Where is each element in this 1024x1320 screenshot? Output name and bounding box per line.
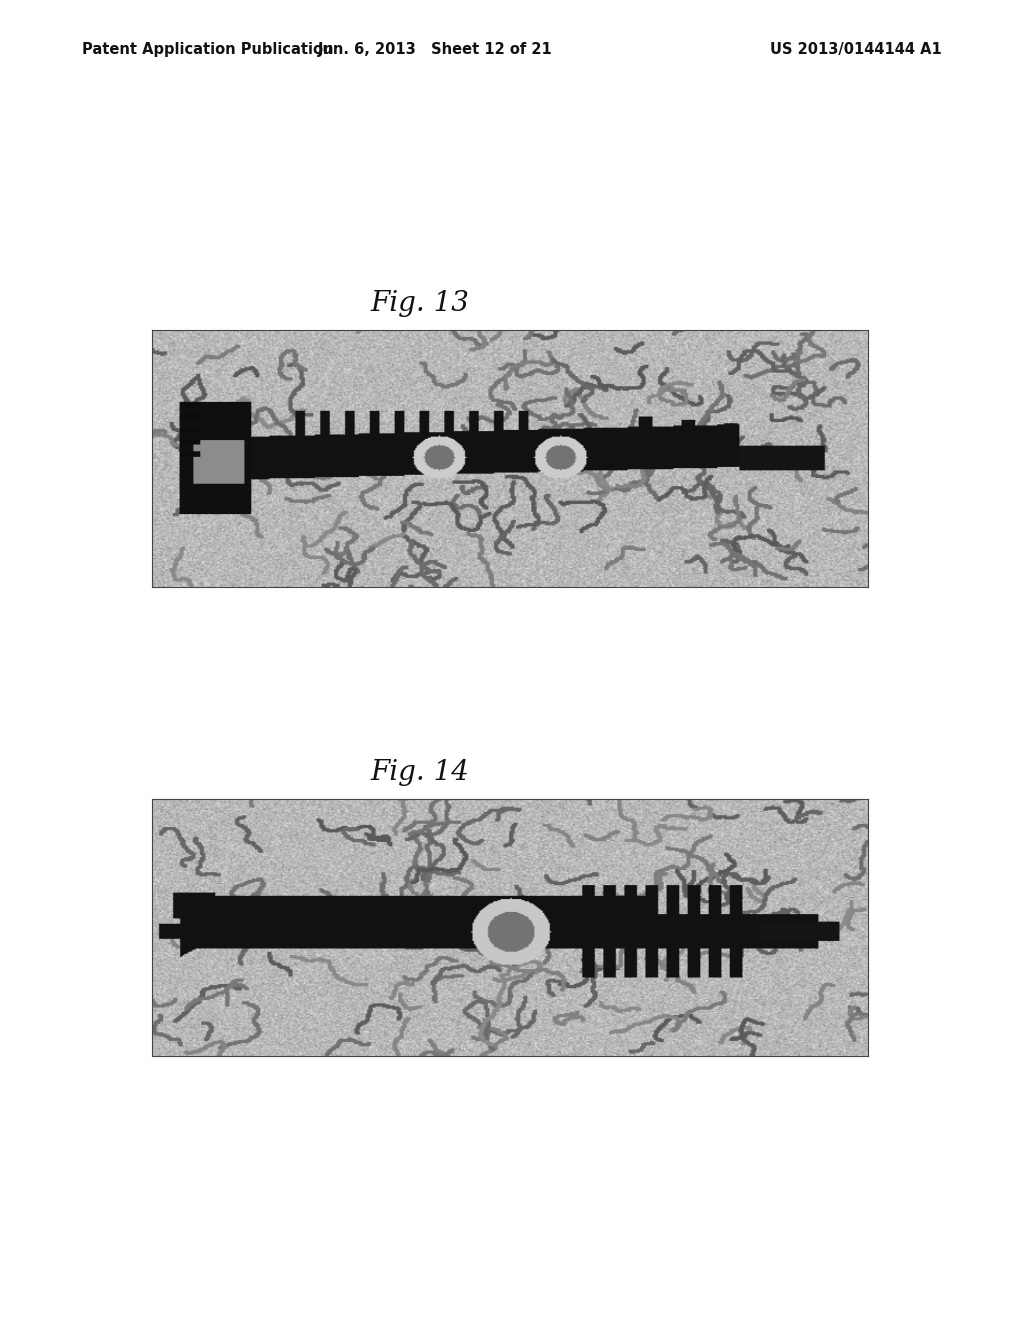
Text: US 2013/0144144 A1: US 2013/0144144 A1 [770, 42, 942, 57]
Text: Jun. 6, 2013   Sheet 12 of 21: Jun. 6, 2013 Sheet 12 of 21 [317, 42, 553, 57]
Text: Fig. 14: Fig. 14 [371, 759, 469, 785]
Text: Patent Application Publication: Patent Application Publication [82, 42, 334, 57]
Text: Fig. 13: Fig. 13 [371, 290, 469, 317]
